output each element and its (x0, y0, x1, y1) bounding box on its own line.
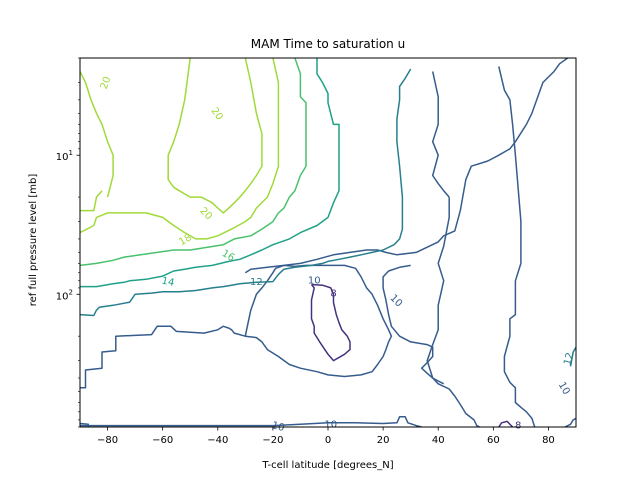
x-tick-label: 80 (542, 435, 555, 446)
contour-line-12-1 (569, 346, 576, 367)
contour-label-10-0: 10 (308, 275, 321, 286)
contour-label-14-0: 14 (160, 276, 175, 289)
x-tick-label: −80 (97, 435, 118, 446)
contour-label-10-1: 10 (387, 293, 404, 310)
contour-line-10-3 (244, 58, 569, 274)
contour-label-10-2: 10 (324, 420, 337, 431)
contour-label-20-2: 20 (197, 206, 214, 223)
contour-line-8-0 (310, 283, 351, 362)
x-axis-ticks: −80 −60 −40 −20 0 20 40 60 80 (97, 427, 555, 446)
x-tick-label: −20 (262, 435, 283, 446)
x-tick-label: 20 (377, 435, 390, 446)
contour-line-10-1 (80, 416, 422, 427)
y-axis-label: ref full pressure level [mb] (28, 174, 39, 307)
contour-label-8-1: 8 (515, 420, 521, 431)
contour-line-10-4 (382, 264, 445, 385)
contour-line-10-6 (431, 71, 450, 198)
contour-line-14-0 (80, 58, 340, 288)
contour-line-20-0 (80, 71, 114, 198)
plot-frame (79, 57, 577, 428)
contour-line-10-8 (498, 66, 536, 427)
contour-label-8-0: 8 (330, 288, 336, 299)
y-axis-ticks: 101 102 (56, 57, 80, 428)
contour-label-12-0: 12 (250, 277, 263, 288)
contour-line-10-7 (564, 417, 576, 427)
contour-line-20-1 (167, 58, 263, 214)
contour-label-20-1: 20 (208, 106, 224, 123)
contour-label-18-0: 18 (177, 232, 194, 248)
contour-line-18-0 (80, 58, 280, 240)
x-tick-label: 40 (432, 435, 445, 446)
contour-label-12-1: 12 (562, 351, 576, 366)
x-tick-label: −60 (152, 435, 173, 446)
x-tick-label: −40 (207, 435, 228, 446)
contour-line-16-0 (80, 58, 307, 267)
contour-line-12-0 (80, 68, 412, 317)
contour-line-20-2 (80, 190, 103, 212)
contour-label-10-4: 10 (556, 380, 572, 397)
contour-lines (80, 58, 576, 427)
x-tick-label: 0 (325, 435, 331, 446)
chart-title: MAM Time to saturation u (251, 37, 405, 51)
x-axis-label: T-cell latitude [degrees_N] (261, 460, 393, 471)
x-tick-label: 60 (487, 435, 500, 446)
contour-line-8-1 (498, 420, 514, 427)
contour-label-16-0: 16 (220, 248, 237, 264)
y-tick-label: 102 (56, 288, 73, 302)
contour-label-20-0: 20 (99, 75, 114, 91)
contour-line-10-5 (426, 197, 480, 427)
contour-line-10-2 (80, 264, 393, 389)
y-tick-label: 101 (56, 149, 73, 163)
